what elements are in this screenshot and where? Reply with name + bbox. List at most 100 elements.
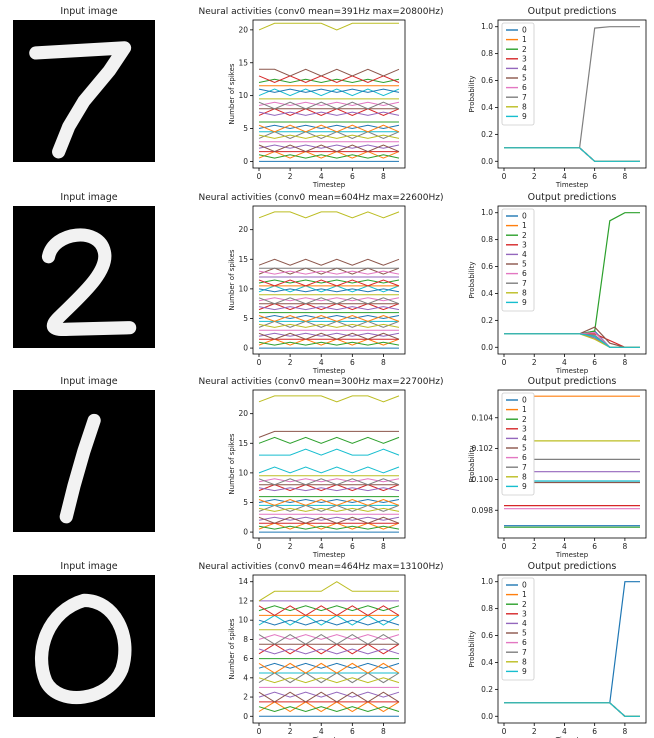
activity-title: Neural activities (conv0 mean=464Hz max=… [199,562,444,572]
activity-line [258,478,400,483]
legend-box [501,577,535,681]
activity-lines [258,22,400,162]
x-axis-label: Timestep [555,736,589,738]
y-tick-label: 0.4 [481,103,493,112]
y-tick-label: 0.2 [481,685,493,694]
prediction-line-6 [504,147,640,162]
legend-label: 8 [522,288,527,297]
x-tick-label: 8 [622,542,627,551]
legend-label: 4 [522,64,527,73]
prediction-line-2 [504,147,640,162]
prediction-line-3 [504,147,640,162]
legend-label: 4 [522,434,527,443]
y-tick-label: 10 [238,468,248,477]
activity-line [258,101,400,110]
legend-label: 5 [522,629,527,638]
activity-line [259,68,400,77]
activity-line [258,297,400,305]
x-tick-label: 6 [350,172,355,181]
activity-line [258,525,400,530]
x-tick-label: 4 [562,727,567,736]
legend-box [501,392,535,496]
activity-line [258,270,400,275]
x-tick-label: 8 [622,358,627,367]
activity-line [258,338,400,346]
x-axis-label: Timestep [555,551,589,559]
legend-label: 2 [522,45,527,54]
activity-axes-frame [252,574,406,724]
legend-label: 6 [522,269,527,278]
prediction-line-1 [504,702,640,717]
y-tick-label: 0.104 [472,413,494,422]
neural-activity-chart: Neural activities (conv0 mean=604Hz max=… [199,193,444,375]
y-tick-label: 0.102 [472,444,494,453]
prediction-line-6 [504,702,640,717]
digit-glyph [59,413,101,524]
y-axis-label: Probability [468,630,476,667]
activity-line [258,285,400,293]
digit-glyph [29,41,132,159]
y-axis-label: Number of spikes [228,63,236,124]
neural-activity-chart: Neural activities (conv0 mean=464Hz max=… [199,562,444,738]
activity-line [258,706,400,713]
activity-line [258,619,400,626]
legend-label: 8 [522,657,527,666]
x-tick-label: 2 [532,172,537,181]
activity-line [258,516,400,524]
digit-glyph [41,228,137,337]
input-image-panel: Input image [13,561,155,717]
legend-label: 2 [522,600,527,609]
input-image-panel: Input image [13,6,155,162]
activity-line [258,320,400,328]
activity-axes-frame [252,19,406,169]
activity-line [258,134,400,139]
x-axis-label: Timestep [555,367,589,375]
activity-line [258,643,400,655]
prediction-line-7 [504,702,640,717]
x-tick-label: 2 [288,542,293,551]
prediction-lines [504,26,640,162]
x-tick-label: 6 [592,542,597,551]
activity-axes-frame [252,389,406,539]
y-tick-label: 20 [238,409,248,418]
activity-line [258,662,400,669]
y-tick-label: 15 [238,255,248,264]
legend-label: 1 [522,35,527,44]
legend-label: 6 [522,638,527,647]
predictions-axes-frame [497,574,647,724]
y-tick-label: 0 [243,344,248,353]
legend-label: 7 [522,93,527,102]
predictions-axes-frame [497,205,647,355]
prediction-line-9 [504,702,640,717]
x-tick-label: 6 [592,727,597,736]
activity-line [258,436,400,444]
x-tick-label: 4 [319,542,324,551]
legend-label: 4 [522,619,527,628]
legend-label: 8 [522,102,527,111]
x-tick-label: 2 [532,358,537,367]
y-tick-label: 15 [238,439,248,448]
x-axis-label: Timestep [312,551,346,559]
predictions-axes-frame [497,389,647,539]
legend-box [501,208,535,312]
x-axis-label: Timestep [312,367,346,375]
x-axis-label: Timestep [312,181,346,189]
activity-title: Neural activities (conv0 mean=604Hz max=… [199,193,444,203]
activity-line [258,581,399,602]
legend-label: 6 [522,453,527,462]
prediction-line-2 [504,702,640,717]
prediction-line-9 [504,333,640,348]
input-image-title: Input image [60,376,117,387]
y-tick-label: 5 [243,124,248,133]
legend-label: 9 [522,112,527,121]
activity-line [258,634,400,645]
activity-line [258,672,400,684]
legend-label: 9 [522,298,527,307]
y-tick-label: 5 [243,498,248,507]
legend-label: 7 [522,463,527,472]
x-axis-label: Timestep [312,736,346,738]
input-image-panel: Input image [13,192,155,348]
